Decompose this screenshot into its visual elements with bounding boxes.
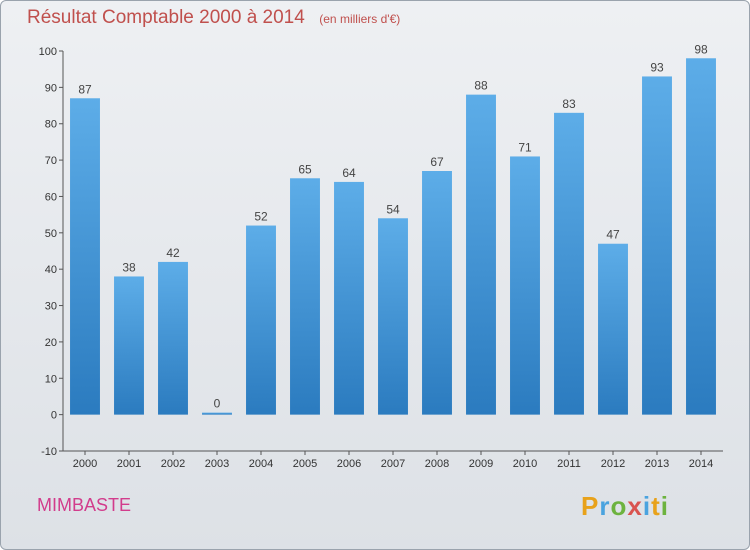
data-label: 65 [298, 162, 312, 176]
bar [466, 94, 496, 415]
data-label: 64 [342, 166, 356, 180]
y-tick-label: 30 [45, 301, 57, 313]
commune-name: MIMBASTE [37, 495, 132, 515]
data-label: 98 [694, 42, 708, 56]
bar [334, 181, 364, 415]
bar [554, 112, 584, 415]
chart-title: Résultat Comptable 2000 à 2014 [27, 7, 305, 28]
x-tick-label: 2012 [601, 458, 625, 470]
x-tick-label: 2009 [469, 458, 493, 470]
bar [686, 58, 716, 415]
bar [290, 178, 320, 415]
x-tick-label: 2011 [557, 458, 581, 470]
bar [422, 171, 452, 415]
data-label: 67 [430, 155, 444, 169]
bar [158, 261, 188, 415]
bar [202, 412, 232, 415]
data-label: 83 [562, 97, 576, 111]
y-tick-label: 0 [51, 410, 57, 422]
x-tick-label: 2001 [117, 458, 141, 470]
bar [510, 156, 540, 415]
y-tick-label: 20 [45, 337, 57, 349]
brand-logo: Proxiti [581, 491, 669, 521]
bar [598, 243, 628, 415]
data-label: 88 [474, 79, 488, 93]
y-tick-label: 40 [45, 264, 57, 276]
y-tick-label: 100 [39, 46, 57, 58]
y-tick-label: 50 [45, 228, 57, 240]
x-tick-label: 2003 [205, 458, 229, 470]
x-tick-label: 2004 [249, 458, 273, 470]
data-label: 71 [518, 140, 532, 154]
data-label: 38 [122, 260, 136, 274]
y-tick-label: 10 [45, 373, 57, 385]
x-tick-label: 2007 [381, 458, 405, 470]
chart-unit: (en milliers d'€) [319, 12, 401, 26]
x-tick-label: 2008 [425, 458, 449, 470]
axes: -10 0 10 20 30 40 50 60 70 80 90 100 2000 2001 2002 200… [39, 46, 723, 470]
bar [642, 76, 672, 415]
bar [70, 98, 100, 415]
bar [246, 225, 276, 415]
y-tick-label: 70 [45, 155, 57, 167]
y-tick-label: 60 [45, 191, 57, 203]
x-tick-label: 2000 [73, 458, 97, 470]
x-tick-label: 2013 [645, 458, 669, 470]
data-label: 42 [166, 246, 180, 260]
data-label: 47 [606, 228, 620, 242]
x-tick-label: 2002 [161, 458, 185, 470]
data-label: 87 [78, 82, 92, 96]
x-tick-label: 2014 [689, 458, 713, 470]
y-tick-label: -10 [41, 446, 57, 458]
bars [70, 58, 716, 415]
data-label: 52 [254, 210, 268, 224]
data-label: 54 [386, 202, 400, 216]
y-tick-label: 90 [45, 82, 57, 94]
y-tick-label: 80 [45, 119, 57, 131]
x-tick-label: 2005 [293, 458, 317, 470]
data-label: 0 [214, 397, 221, 411]
data-labels: 87 38 42 0 52 65 64 54 67 88 71 83 47 93 98 [78, 42, 708, 410]
x-tick-label: 2006 [337, 458, 361, 470]
chart-title-block: Résultat Comptable 2000 à 2014 (en milli… [27, 7, 400, 29]
bar [378, 218, 408, 415]
bar [114, 276, 144, 415]
x-tick-label: 2010 [513, 458, 537, 470]
data-label: 93 [650, 60, 664, 74]
